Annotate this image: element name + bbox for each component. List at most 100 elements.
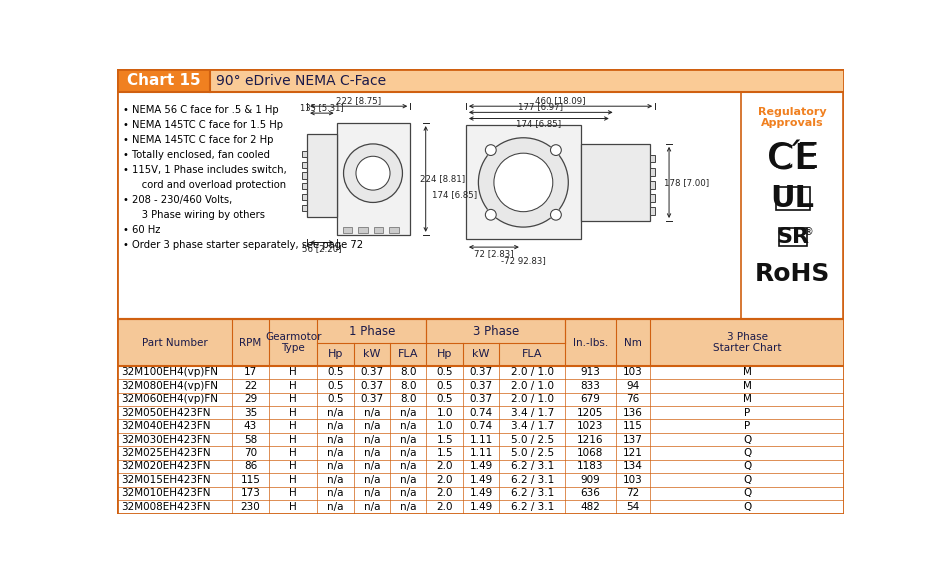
Text: Q: Q	[743, 475, 751, 485]
Text: • 208 - 230/460 Volts,: • 208 - 230/460 Volts,	[124, 195, 233, 205]
Text: 0.5: 0.5	[327, 394, 343, 404]
Text: UL: UL	[771, 184, 815, 213]
Text: n/a: n/a	[327, 488, 343, 499]
Text: Nm: Nm	[624, 338, 642, 347]
Text: n/a: n/a	[327, 475, 343, 485]
Bar	[302, 205, 307, 211]
Text: 1183: 1183	[577, 462, 604, 471]
Text: Chart 15: Chart 15	[127, 73, 201, 88]
Bar	[650, 207, 655, 215]
Text: 54: 54	[627, 502, 640, 512]
Text: 1068: 1068	[577, 448, 603, 458]
Text: n/a: n/a	[400, 448, 416, 458]
Text: H: H	[289, 462, 297, 471]
Text: n/a: n/a	[364, 408, 380, 418]
Text: 58: 58	[244, 434, 257, 445]
Text: 1.0: 1.0	[436, 421, 453, 431]
Text: 224 [8.81]: 224 [8.81]	[420, 174, 465, 183]
Text: 103: 103	[623, 368, 643, 377]
Text: 222 [8.75]: 222 [8.75]	[336, 96, 381, 106]
Text: 103: 103	[623, 475, 643, 485]
Text: n/a: n/a	[400, 488, 416, 499]
Text: 72: 72	[627, 488, 640, 499]
Text: 2.0: 2.0	[436, 502, 453, 512]
Bar	[117, 392, 844, 406]
Text: Q: Q	[743, 462, 751, 471]
Text: 2.0 / 1.0: 2.0 / 1.0	[511, 394, 553, 404]
Text: n/a: n/a	[364, 421, 380, 431]
Text: 136: 136	[623, 408, 643, 418]
Text: n/a: n/a	[364, 502, 380, 512]
Text: 0.37: 0.37	[360, 394, 384, 404]
Text: 32M025EH423FN: 32M025EH423FN	[121, 448, 211, 458]
Text: 5.0 / 2.5: 5.0 / 2.5	[510, 448, 553, 458]
Text: 0.37: 0.37	[470, 394, 492, 404]
Text: cord and overload protection: cord and overload protection	[124, 179, 287, 190]
Text: n/a: n/a	[364, 448, 380, 458]
Text: n/a: n/a	[400, 434, 416, 445]
Text: 913: 913	[581, 368, 600, 377]
Bar	[117, 69, 210, 92]
Text: M: M	[743, 381, 751, 391]
Text: M: M	[743, 368, 751, 377]
Text: 3 Phase wiring by others: 3 Phase wiring by others	[124, 210, 265, 220]
Text: H: H	[289, 394, 297, 404]
Text: CE: CE	[768, 141, 817, 175]
Text: n/a: n/a	[364, 434, 380, 445]
Text: 177 [6.97]: 177 [6.97]	[519, 103, 564, 111]
Text: 35: 35	[244, 408, 257, 418]
Text: • 115V, 1 Phase includes switch,: • 115V, 1 Phase includes switch,	[124, 164, 287, 175]
Bar	[358, 227, 368, 233]
Text: 2.0 / 1.0: 2.0 / 1.0	[511, 368, 553, 377]
Text: 3.4 / 1.7: 3.4 / 1.7	[510, 408, 553, 418]
Circle shape	[551, 145, 561, 155]
Text: 2.0: 2.0	[436, 462, 453, 471]
Text: • NEMA 145TC C face for 2 Hp: • NEMA 145TC C face for 2 Hp	[124, 134, 274, 145]
Text: 0.5: 0.5	[327, 368, 343, 377]
Text: 3 Phase: 3 Phase	[473, 324, 519, 338]
Bar	[373, 227, 383, 233]
Text: RoHS: RoHS	[755, 262, 830, 286]
Text: 70: 70	[244, 448, 257, 458]
Text: 0.37: 0.37	[470, 368, 492, 377]
Text: SR: SR	[776, 227, 809, 247]
Bar	[117, 320, 844, 366]
Text: 1.49: 1.49	[470, 475, 492, 485]
Text: 32M040EH423FN: 32M040EH423FN	[121, 421, 211, 431]
Bar	[117, 486, 844, 500]
Text: 32M030EH423FN: 32M030EH423FN	[121, 434, 211, 445]
Text: Hp: Hp	[327, 349, 343, 359]
Bar	[117, 500, 844, 514]
Bar	[302, 173, 307, 178]
Bar	[650, 168, 655, 175]
Text: 0.74: 0.74	[470, 408, 492, 418]
Text: 1.49: 1.49	[470, 502, 492, 512]
Text: Approvals: Approvals	[762, 118, 824, 128]
Text: Q: Q	[743, 448, 751, 458]
Bar	[117, 406, 844, 419]
Bar	[117, 460, 844, 473]
Text: 43: 43	[244, 421, 257, 431]
Text: 8.0: 8.0	[400, 381, 416, 391]
Bar	[302, 162, 307, 168]
Text: RPM: RPM	[239, 338, 262, 347]
Text: H: H	[289, 475, 297, 485]
Text: 0.5: 0.5	[327, 381, 343, 391]
Text: 1.49: 1.49	[470, 462, 492, 471]
Text: P: P	[744, 421, 750, 431]
Text: • 60 Hz: • 60 Hz	[124, 225, 160, 235]
Text: kW: kW	[363, 349, 381, 359]
Text: 56 [2.20]: 56 [2.20]	[302, 244, 341, 253]
Text: 178 [7.00]: 178 [7.00]	[663, 178, 709, 187]
Bar	[342, 227, 352, 233]
Text: 833: 833	[581, 381, 600, 391]
Text: ®: ®	[804, 227, 813, 237]
Text: n/a: n/a	[364, 488, 380, 499]
Text: Q: Q	[743, 434, 751, 445]
Text: 72 [2.83]: 72 [2.83]	[474, 249, 514, 258]
Text: -72 92.83]: -72 92.83]	[501, 256, 546, 265]
Bar	[389, 227, 399, 233]
Text: 1216: 1216	[577, 434, 604, 445]
Bar	[117, 473, 844, 486]
Text: H: H	[289, 502, 297, 512]
